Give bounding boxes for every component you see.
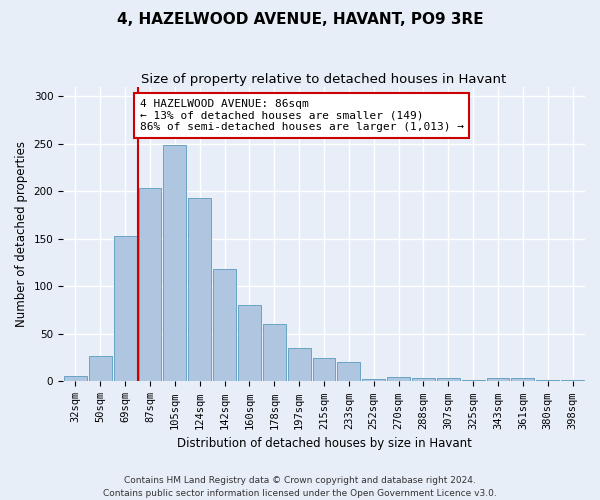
Bar [387,376,410,382]
Text: Contains HM Land Registry data © Crown copyright and database right 2024.
Contai: Contains HM Land Registry data © Crown c… [103,476,497,498]
Bar [188,198,211,382]
Text: 4 HAZELWOOD AVENUE: 86sqm
← 13% of detached houses are smaller (149)
86% of semi: 4 HAZELWOOD AVENUE: 86sqm ← 13% of detac… [140,99,464,132]
Bar [263,324,286,382]
Bar [337,362,361,382]
X-axis label: Distribution of detached houses by size in Havant: Distribution of detached houses by size … [176,437,472,450]
Bar [487,378,509,382]
Bar [362,378,385,382]
Bar [288,348,311,382]
Bar [139,188,161,382]
Text: 4, HAZELWOOD AVENUE, HAVANT, PO9 3RE: 4, HAZELWOOD AVENUE, HAVANT, PO9 3RE [116,12,484,28]
Bar [114,236,137,382]
Bar [462,380,485,382]
Bar [561,380,584,382]
Bar [313,358,335,382]
Bar [89,356,112,382]
Bar [412,378,435,382]
Bar [238,306,261,382]
Bar [163,144,187,382]
Bar [511,378,534,382]
Title: Size of property relative to detached houses in Havant: Size of property relative to detached ho… [142,72,506,86]
Bar [536,380,559,382]
Y-axis label: Number of detached properties: Number of detached properties [15,141,28,327]
Bar [213,269,236,382]
Bar [64,376,87,382]
Bar [437,378,460,382]
